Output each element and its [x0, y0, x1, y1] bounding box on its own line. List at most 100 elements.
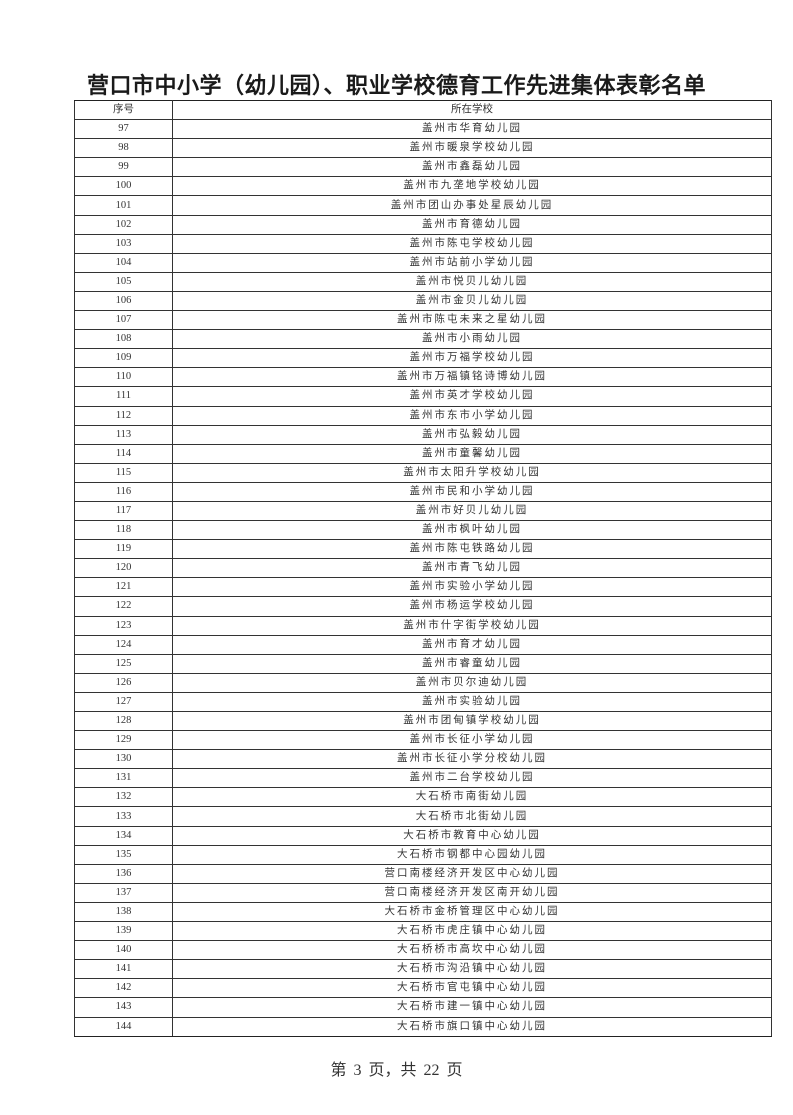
table-row: 99 盖州市鑫磊幼儿园 [74, 157, 772, 178]
school-name-cell: 大石桥市旗口镇中心幼儿园 [172, 1016, 772, 1037]
serial-number-cell: 104 [74, 252, 173, 273]
school-name-cell: 盖州市九垄地学校幼儿园 [172, 176, 772, 197]
school-name-cell: 盖州市好贝儿幼儿园 [172, 500, 772, 522]
school-name-cell: 盖州市杨运学校幼儿园 [172, 596, 772, 617]
table-row: 115 盖州市太阳升学校幼儿园 [74, 462, 772, 483]
school-name-cell: 盖州市睿童幼儿园 [172, 653, 772, 674]
serial-number-cell: 134 [74, 825, 173, 846]
school-name-cell: 盖州市贝尔迪幼儿园 [172, 672, 772, 693]
table-row: 118 盖州市枫叶幼儿园 [74, 520, 772, 541]
school-name-cell: 盖州市陈屯学校幼儿园 [172, 233, 772, 254]
table-row: 134 大石桥市教育中心幼儿园 [74, 825, 772, 846]
serial-number-cell: 120 [74, 558, 173, 579]
table-row: 144 大石桥市旗口镇中心幼儿园 [74, 1016, 772, 1037]
school-name-cell: 大石桥市金桥管理区中心幼儿园 [172, 901, 772, 923]
serial-number-cell: 118 [74, 520, 173, 541]
serial-number-cell: 141 [74, 959, 173, 980]
table-header-row: 序号 所在学校 [74, 99, 772, 121]
table-row: 138 大石桥市金桥管理区中心幼儿园 [74, 901, 772, 923]
table-row: 105 盖州市悦贝儿幼儿园 [74, 271, 772, 292]
school-name-cell: 大石桥市官屯镇中心幼儿园 [172, 978, 772, 999]
serial-number-cell: 115 [74, 462, 173, 483]
serial-number-cell: 111 [74, 386, 173, 407]
serial-number-cell: 101 [74, 195, 173, 216]
school-name-cell: 盖州市万福学校幼儿园 [172, 348, 772, 369]
school-name-cell: 盖州市枫叶幼儿园 [172, 520, 772, 541]
serial-number-cell: 122 [74, 596, 173, 617]
table-row: 131 盖州市二台学校幼儿园 [74, 768, 772, 789]
table-row: 108 盖州市小雨幼儿园 [74, 329, 772, 350]
serial-number-cell: 108 [74, 329, 173, 350]
page-footer: 第 3 页，共 22 页 [330, 1062, 463, 1079]
serial-number-cell: 114 [74, 443, 173, 464]
table-row: 127 盖州市实验幼儿园 [74, 691, 772, 713]
serial-number-cell: 110 [74, 367, 173, 388]
school-name-cell: 盖州市金贝儿幼儿园 [172, 290, 772, 312]
serial-number-cell: 109 [74, 348, 173, 369]
serial-number-cell: 135 [74, 844, 173, 865]
table-row: 117 盖州市好贝儿幼儿园 [74, 500, 772, 522]
serial-number-cell: 112 [74, 405, 173, 426]
table-row: 98 盖州市暖泉学校幼儿园 [74, 138, 772, 159]
table-row: 109 盖州市万福学校幼儿园 [74, 348, 772, 369]
table-row: 142 大石桥市官屯镇中心幼儿园 [74, 978, 772, 999]
serial-number-cell: 119 [74, 539, 173, 560]
school-name-cell: 盖州市童馨幼儿园 [172, 443, 772, 464]
serial-number-cell: 116 [74, 481, 173, 502]
serial-number-cell: 144 [74, 1016, 173, 1037]
table-row: 119 盖州市陈屯铁路幼儿园 [74, 539, 772, 560]
serial-number-cell: 121 [74, 577, 173, 598]
serial-number-cell: 127 [74, 691, 173, 713]
table-row: 103 盖州市陈屯学校幼儿园 [74, 233, 772, 254]
table-row: 125 盖州市睿童幼儿园 [74, 653, 772, 674]
serial-number-cell: 124 [74, 634, 173, 655]
table-row: 122 盖州市杨运学校幼儿园 [74, 596, 772, 617]
school-name-cell: 营口南楼经济开发区中心幼儿园 [172, 863, 772, 884]
table-row: 120 盖州市青飞幼儿园 [74, 558, 772, 579]
serial-number-cell: 142 [74, 978, 173, 999]
table-row: 124 盖州市育才幼儿园 [74, 634, 772, 655]
school-name-cell: 大石桥市钢都中心园幼儿园 [172, 844, 772, 865]
serial-number-cell: 102 [74, 214, 173, 235]
school-name-cell: 盖州市悦贝儿幼儿园 [172, 271, 772, 292]
school-name-cell: 大石桥市教育中心幼儿园 [172, 825, 772, 846]
school-name-cell: 盖州市暖泉学校幼儿园 [172, 138, 772, 159]
table-row: 102 盖州市育德幼儿园 [74, 214, 772, 235]
serial-number-cell: 123 [74, 615, 173, 636]
serial-number-cell: 107 [74, 310, 173, 331]
serial-number-cell: 99 [74, 157, 173, 178]
table-row: 114 盖州市童馨幼儿园 [74, 443, 772, 464]
serial-number-cell: 140 [74, 940, 173, 961]
table-row: 133 大石桥市北街幼儿园 [74, 806, 772, 827]
table-row: 111 盖州市英才学校幼儿园 [74, 386, 772, 407]
serial-number-cell: 103 [74, 233, 173, 254]
school-name-cell: 盖州市太阳升学校幼儿园 [172, 462, 772, 483]
table-row: 100 盖州市九垄地学校幼儿园 [74, 176, 772, 197]
award-list-table: 序号 所在学校 97 盖州市华育幼儿园 98 盖州市暖泉学校幼儿园 99 盖州市鑫磊幼儿园… [74, 99, 772, 1037]
table-row: 123 盖州市什字街学校幼儿园 [74, 615, 772, 636]
table-row: 101 盖州市团山办事处星辰幼儿园 [74, 195, 772, 216]
serial-number-cell: 113 [74, 424, 173, 445]
table-row: 141 大石桥市沟沿镇中心幼儿园 [74, 959, 772, 980]
school-name-cell: 盖州市万福镇铭诗博幼儿园 [172, 367, 772, 388]
school-name-cell: 盖州市陈屯铁路幼儿园 [172, 539, 772, 560]
document-title: 营口市中小学（幼儿园）、职业学校德育工作先进集体表彰名单 [86, 73, 706, 98]
table-row: 97 盖州市华育幼儿园 [74, 119, 772, 140]
serial-number-cell: 132 [74, 787, 173, 808]
school-name-cell: 大石桥市建一镇中心幼儿园 [172, 997, 772, 1018]
school-name-cell: 盖州市实验幼儿园 [172, 691, 772, 713]
serial-number-cell: 106 [74, 290, 173, 312]
school-name-cell: 盖州市团山办事处星辰幼儿园 [172, 195, 772, 216]
school-name-cell: 盖州市什字街学校幼儿园 [172, 615, 772, 636]
table-row: 113 盖州市弘毅幼儿园 [74, 424, 772, 445]
school-name-cell: 大石桥桥市高坎中心幼儿园 [172, 940, 772, 961]
table-row: 135 大石桥市钢都中心园幼儿园 [74, 844, 772, 865]
table-row: 143 大石桥市建一镇中心幼儿园 [74, 997, 772, 1018]
school-name-cell: 盖州市英才学校幼儿园 [172, 386, 772, 407]
serial-number-cell: 105 [74, 271, 173, 292]
serial-number-cell: 126 [74, 672, 173, 693]
school-name-cell: 盖州市育才幼儿园 [172, 634, 772, 655]
school-name-cell: 盖州市东市小学幼儿园 [172, 405, 772, 426]
serial-number-cell: 138 [74, 901, 173, 923]
table-row: 112 盖州市东市小学幼儿园 [74, 405, 772, 426]
